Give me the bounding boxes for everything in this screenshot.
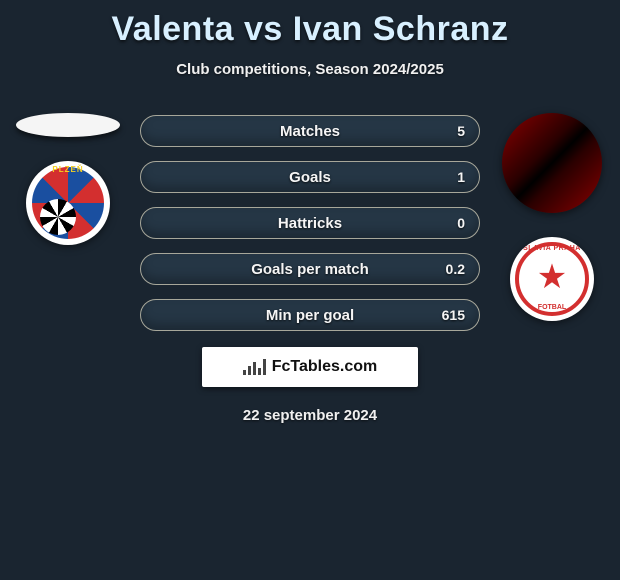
stat-row-matches: Matches 5 xyxy=(140,115,480,147)
crest-right-bottom-label: FOTBAL xyxy=(510,304,594,311)
right-player-column: SLAVIA PRAHA ★ FOTBAL xyxy=(492,113,612,321)
page-title: Valenta vs Ivan Schranz xyxy=(0,0,620,49)
season-subtitle: Club competitions, Season 2024/2025 xyxy=(0,61,620,78)
player-right-crest: SLAVIA PRAHA ★ FOTBAL xyxy=(510,237,594,321)
stats-list: Matches 5 Goals 1 Hattricks 0 Goals per … xyxy=(140,113,480,331)
stat-row-goals: Goals 1 xyxy=(140,161,480,193)
star-icon: ★ xyxy=(537,257,567,297)
stat-row-hattricks: Hattricks 0 xyxy=(140,207,480,239)
crest-left-label: PLZEŇ xyxy=(26,165,110,174)
player-left-avatar xyxy=(16,113,120,137)
stat-label: Min per goal xyxy=(266,307,354,324)
crest-right-top-label: SLAVIA PRAHA xyxy=(510,245,594,252)
stat-right-value: 0 xyxy=(457,215,465,231)
stat-row-min-per-goal: Min per goal 615 xyxy=(140,299,480,331)
stat-right-value: 1 xyxy=(457,169,465,185)
stat-right-value: 615 xyxy=(442,307,465,323)
stat-label: Matches xyxy=(280,123,340,140)
stat-label: Goals xyxy=(289,169,331,186)
stat-label: Goals per match xyxy=(251,261,369,278)
player-right-avatar xyxy=(502,113,602,213)
brand-badge: FcTables.com xyxy=(202,347,418,387)
stat-row-goals-per-match: Goals per match 0.2 xyxy=(140,253,480,285)
stat-right-value: 0.2 xyxy=(446,261,465,277)
stat-right-value: 5 xyxy=(457,123,465,139)
comparison-content: PLZEŇ SLAVIA PRAHA ★ FOTBAL Matches 5 Go… xyxy=(0,113,620,424)
stat-label: Hattricks xyxy=(278,215,342,232)
player-left-crest: PLZEŇ xyxy=(26,161,110,245)
footer-date: 22 september 2024 xyxy=(0,407,620,424)
brand-text: FcTables.com xyxy=(272,358,378,376)
chart-bars-icon xyxy=(243,359,266,375)
left-player-column: PLZEŇ xyxy=(8,113,128,245)
